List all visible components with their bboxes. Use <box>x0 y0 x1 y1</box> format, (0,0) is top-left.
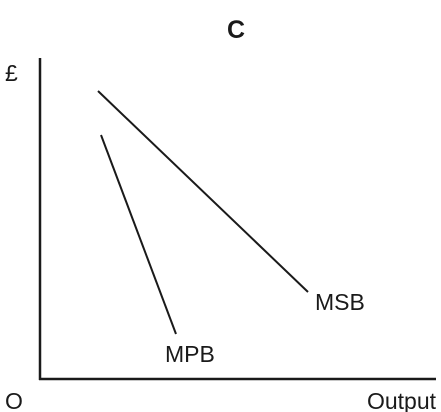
diagram-title: C <box>227 16 245 44</box>
origin-label: O <box>5 388 23 412</box>
y-axis-label: £ <box>5 60 18 86</box>
mpb-label: MPB <box>165 341 215 367</box>
msb-curve <box>97 90 309 293</box>
x-axis-label: Output <box>367 388 437 412</box>
mpb-curve <box>100 134 177 335</box>
msb-label: MSB <box>315 289 365 315</box>
